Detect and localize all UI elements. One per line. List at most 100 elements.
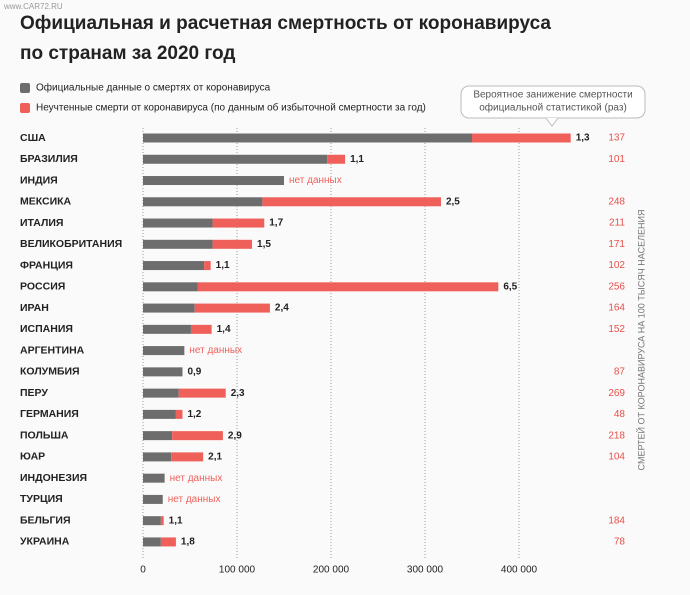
per-100k-label: 184	[608, 515, 625, 526]
y-tick-label: ГЕРМАНИЯ	[20, 408, 79, 420]
bar-segment	[327, 154, 346, 164]
ratio-label: 1,8	[181, 537, 195, 548]
legend-label: Официальные данные о смертях от коронави…	[36, 82, 271, 94]
x-tick-label: 0	[140, 565, 146, 576]
bar-segment	[143, 176, 284, 186]
y-tick-label: ЮАР	[20, 451, 45, 463]
ratio-label: 1,4	[217, 324, 231, 335]
callout-text: Вероятное занижение смертности	[473, 90, 632, 101]
per-100k-label: 101	[608, 154, 625, 165]
per-100k-label: 218	[608, 430, 625, 441]
ratio-label: 1,5	[257, 239, 271, 250]
bar-segment	[160, 537, 176, 547]
chart-title: Официальная и расчетная смертность от ко…	[20, 13, 551, 34]
bar-segment	[190, 324, 212, 334]
bar-segment	[143, 324, 191, 334]
bar-segment	[172, 431, 223, 441]
bar-segment	[204, 261, 211, 271]
bar-segment	[212, 239, 253, 249]
bar-segment	[197, 282, 499, 292]
bar-segment	[472, 133, 571, 143]
bar-segment	[143, 431, 173, 441]
y-tick-label: КОЛУМБИЯ	[20, 366, 80, 378]
y-tick-label: ТУРЦИЯ	[20, 493, 63, 505]
bar-segment	[143, 282, 198, 292]
per-100k-label: 164	[608, 303, 625, 314]
y-tick-label: МЕКСИКА	[20, 196, 72, 208]
y-tick-label: ПЕРУ	[20, 387, 48, 399]
bar-segment	[143, 388, 179, 398]
x-tick-label: 400 000	[501, 565, 538, 576]
bar-segment	[143, 367, 183, 377]
per-100k-label: 137	[608, 133, 625, 144]
right-axis-label: СМЕРТЕЙ ОТ КОРОНАВИРУСА НА 100 ТЫСЯЧ НАС…	[635, 210, 646, 471]
watermark: www.CAR72.RU	[3, 2, 63, 11]
bar-segment	[143, 218, 213, 228]
legend-swatch	[20, 83, 30, 93]
y-tick-label: БРАЗИЛИЯ	[20, 153, 78, 165]
y-tick-label: ИНДОНЕЗИЯ	[20, 472, 87, 484]
bar-segment	[143, 473, 165, 483]
y-tick-label: ИСПАНИЯ	[20, 323, 73, 335]
legend-label: Неучтенные смерти от коронавируса (по да…	[36, 102, 426, 114]
bar-segment	[160, 516, 164, 526]
bar-segment	[143, 409, 176, 419]
x-tick-label: 100 000	[219, 565, 256, 576]
bar-segment	[143, 303, 195, 313]
ratio-label: нет данных	[289, 175, 342, 186]
y-tick-label: УКРАИНА	[20, 536, 70, 548]
ratio-label: нет данных	[168, 494, 221, 505]
ratio-label: 2,3	[231, 388, 245, 399]
ratio-label: 1,1	[216, 260, 230, 271]
y-tick-label: ИНДИЯ	[20, 174, 58, 186]
y-tick-label: РОССИЯ	[20, 281, 65, 293]
bar-segment	[178, 388, 226, 398]
ratio-label: нет данных	[189, 345, 242, 356]
y-tick-label: ИРАН	[20, 302, 49, 314]
bar-segment	[143, 239, 213, 249]
ratio-label: 1,2	[187, 409, 201, 420]
bar-segment	[143, 346, 185, 356]
per-100k-label: 48	[614, 409, 626, 420]
chart-title: по странам за 2020 год	[20, 43, 235, 64]
per-100k-label: 171	[608, 239, 625, 250]
per-100k-label: 102	[608, 260, 625, 271]
y-tick-label: ПОЛЬША	[20, 429, 69, 441]
y-tick-label: ВЕЛИКОБРИТАНИЯ	[20, 238, 122, 250]
y-tick-label: США	[20, 132, 46, 144]
bar-segment	[143, 537, 161, 547]
bar-segment	[143, 154, 328, 164]
per-100k-label: 211	[609, 218, 625, 229]
bar-segment	[143, 494, 163, 504]
bar-segment	[143, 261, 205, 271]
ratio-label: 1,7	[269, 218, 283, 229]
per-100k-label: 87	[614, 367, 626, 378]
bar-segment	[143, 197, 263, 207]
x-tick-label: 300 000	[407, 565, 444, 576]
ratio-label: 2,1	[208, 452, 222, 463]
bar-segment	[262, 197, 441, 207]
per-100k-label: 256	[608, 281, 625, 292]
bar-segment	[143, 133, 472, 143]
bar-segment	[194, 303, 270, 313]
ratio-label: 1,1	[350, 154, 364, 165]
ratio-label: 6,5	[503, 281, 517, 292]
ratio-label: 2,5	[446, 196, 460, 207]
callout-text: официальной статистикой (раз)	[479, 102, 627, 114]
per-100k-label: 152	[608, 324, 625, 335]
per-100k-label: 248	[608, 196, 625, 207]
ratio-label: 1,3	[576, 133, 590, 144]
bar-segment	[143, 452, 172, 462]
y-tick-label: ФРАНЦИЯ	[20, 259, 73, 271]
legend-swatch	[20, 103, 30, 113]
bar-segment	[175, 409, 183, 419]
ratio-label: нет данных	[170, 473, 223, 484]
x-tick-label: 200 000	[313, 565, 350, 576]
ratio-label: 1,1	[169, 515, 183, 526]
per-100k-label: 104	[608, 452, 625, 463]
ratio-label: 2,4	[275, 303, 289, 314]
y-tick-label: АРГЕНТИНА	[20, 344, 85, 356]
y-tick-label: ИТАЛИЯ	[20, 217, 63, 229]
y-tick-label: БЕЛЬГИЯ	[20, 514, 71, 526]
callout-pointer	[545, 117, 559, 127]
